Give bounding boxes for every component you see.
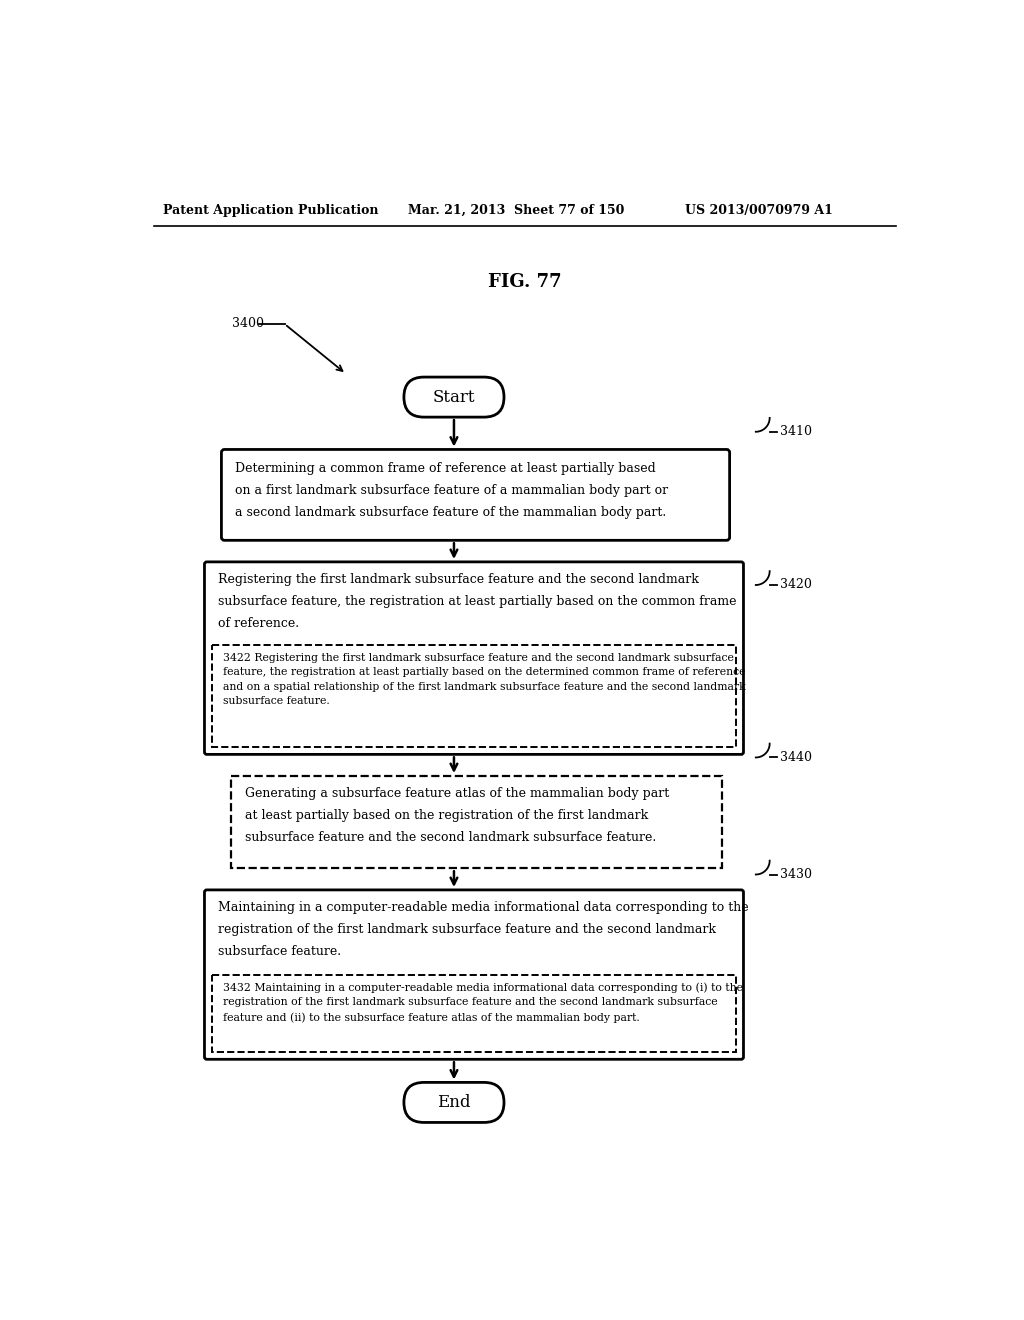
Text: Registering the first landmark subsurface feature and the second landmark
subsur: Registering the first landmark subsurfac… [218, 573, 737, 630]
Bar [212, 974, 736, 1052]
FancyBboxPatch shape [221, 449, 730, 540]
Bar [230, 776, 722, 869]
Text: Patent Application Publication: Patent Application Publication [163, 205, 379, 218]
Text: Maintaining in a computer-readable media informational data corresponding to the: Maintaining in a computer-readable media… [218, 900, 749, 958]
Text: 3420: 3420 [780, 578, 812, 591]
Bar [212, 645, 736, 747]
Text: 3430: 3430 [780, 869, 812, 880]
Text: 3422 Registering the first landmark subsurface feature and the second landmark s: 3422 Registering the first landmark subs… [223, 653, 745, 706]
Text: 3432 Maintaining in a computer-readable media informational data corresponding t: 3432 Maintaining in a computer-readable … [223, 982, 743, 1023]
FancyBboxPatch shape [205, 562, 743, 755]
FancyBboxPatch shape [403, 1082, 504, 1122]
Text: Start: Start [433, 388, 475, 405]
Text: 3440: 3440 [780, 751, 812, 764]
FancyBboxPatch shape [403, 378, 504, 417]
Text: Generating a subsurface feature atlas of the mammalian body part
at least partia: Generating a subsurface feature atlas of… [245, 787, 669, 843]
Text: US 2013/0070979 A1: US 2013/0070979 A1 [685, 205, 833, 218]
Text: Mar. 21, 2013  Sheet 77 of 150: Mar. 21, 2013 Sheet 77 of 150 [408, 205, 625, 218]
Text: FIG. 77: FIG. 77 [488, 273, 561, 290]
Text: Determining a common frame of reference at least partially based
on a first land: Determining a common frame of reference … [236, 462, 669, 519]
Text: End: End [437, 1094, 471, 1111]
Text: 3400: 3400 [232, 317, 264, 330]
FancyBboxPatch shape [205, 890, 743, 1059]
Text: 3410: 3410 [780, 425, 812, 438]
